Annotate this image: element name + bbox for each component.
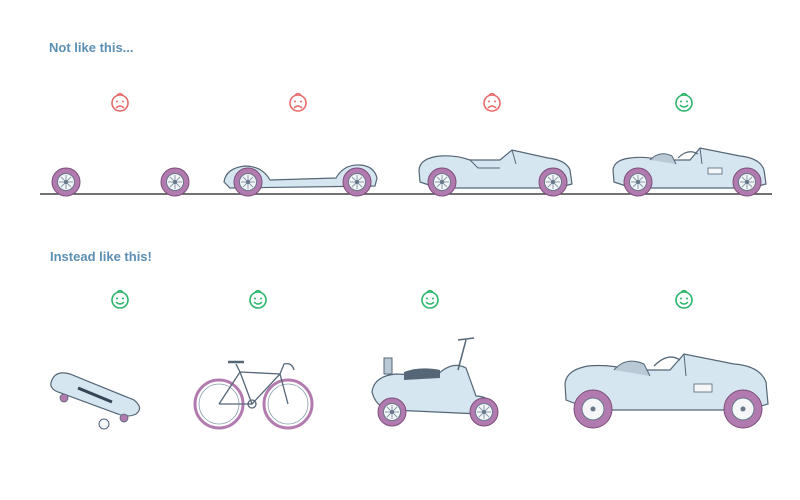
complete-vintage-car [612, 147, 767, 197]
happy-face-icon [111, 289, 129, 309]
car-body-without-interior [418, 149, 573, 197]
scooter [371, 337, 499, 427]
happy-face-icon [249, 289, 267, 309]
bicycle [193, 360, 314, 430]
two-wheels [51, 167, 190, 197]
wheels-with-chassis [223, 164, 378, 197]
happy-face-icon [675, 289, 693, 309]
section-heading-not-like-this: Not like this... [49, 40, 134, 55]
happy-face-icon [675, 92, 693, 112]
complete-vintage-car [564, 353, 769, 429]
section-heading-instead-like-this: Instead like this! [50, 249, 152, 264]
sad-face-icon [111, 92, 129, 112]
happy-face-icon [421, 289, 439, 309]
sad-face-icon [289, 92, 307, 112]
sad-face-icon [483, 92, 501, 112]
skateboard [50, 372, 141, 430]
